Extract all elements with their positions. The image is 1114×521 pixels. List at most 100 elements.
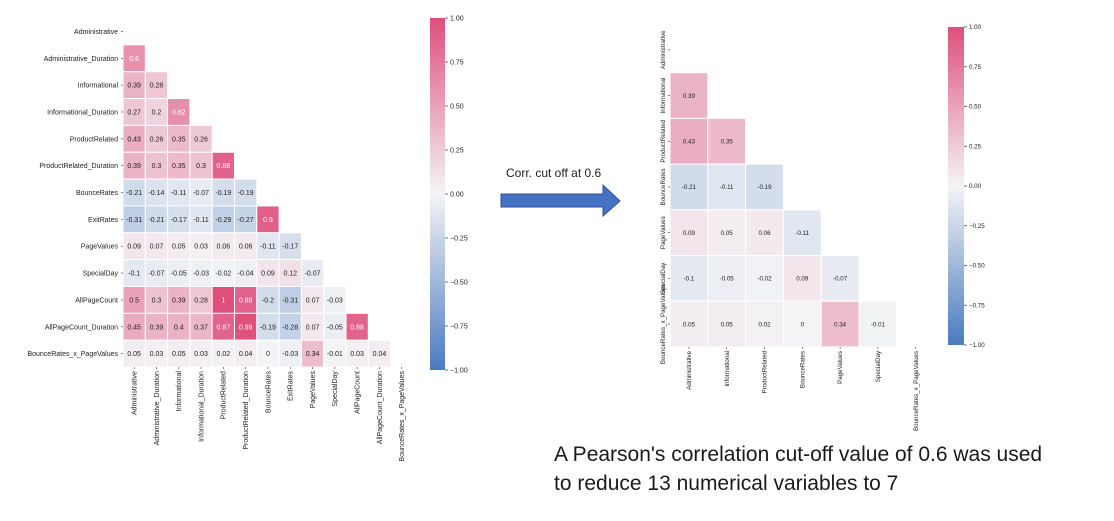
cell-value-label: 0.37 bbox=[194, 324, 208, 331]
column-tick-label: Administrative bbox=[131, 371, 138, 415]
heatmap-cell bbox=[669, 255, 709, 302]
heatmap-cell bbox=[745, 255, 784, 302]
cell-value-label: 0.12 bbox=[283, 271, 297, 278]
cell-value-label: -0.19 bbox=[238, 190, 254, 197]
cell-value-label: -0.02 bbox=[757, 276, 772, 283]
cell-value-label: 0.3 bbox=[152, 297, 162, 304]
cell-value-label: 0.06 bbox=[758, 230, 771, 237]
cell-value-label: 0.03 bbox=[194, 351, 208, 358]
column-tick-label: ExitRates bbox=[288, 371, 295, 401]
cell-value-label: 0.39 bbox=[172, 297, 186, 304]
cell-value-label: -0.21 bbox=[148, 217, 164, 224]
row-tick-label: SpecialDay bbox=[83, 271, 119, 278]
cell-value-label: 0.9 bbox=[263, 217, 273, 224]
column-tick-label: BounceRates_x_PageValues bbox=[399, 371, 406, 462]
column-tick-label: Informational bbox=[176, 371, 183, 412]
row-tick-label: ExitRates bbox=[88, 217, 118, 224]
cell-value-label: 0.05 bbox=[683, 321, 696, 328]
cell-value-label: 0.03 bbox=[350, 351, 364, 358]
heatmap-cell bbox=[820, 255, 860, 302]
cell-value-label: 0.35 bbox=[721, 138, 734, 145]
cell-value-label: -0.31 bbox=[126, 217, 142, 224]
cell-value-label: 0.07 bbox=[306, 324, 320, 331]
cell-value-label: 0.05 bbox=[721, 230, 734, 237]
cell-value-label: 0 bbox=[266, 351, 270, 358]
row-tick-label: AllPageCount_Duration bbox=[45, 324, 118, 331]
column-tick-label: Informational bbox=[724, 351, 731, 387]
arrow-label: Corr. cut off at 0.6 bbox=[506, 166, 602, 180]
cell-value-label: -0.07 bbox=[193, 190, 209, 197]
cell-value-label: 0.35 bbox=[172, 163, 186, 170]
cell-value-label: -0.07 bbox=[833, 276, 848, 283]
cell-value-label: 0.45 bbox=[127, 324, 141, 331]
cell-value-label: 0.3 bbox=[152, 163, 162, 170]
cell-value-label: 0.06 bbox=[217, 244, 231, 251]
cell-value-label: 0.09 bbox=[261, 271, 275, 278]
colorbar-tick-label: 0.00 bbox=[450, 192, 464, 199]
row-tick-label: Administrative bbox=[660, 30, 667, 69]
cell-value-label: 0.88 bbox=[350, 324, 364, 331]
cell-value-label: 0.28 bbox=[150, 83, 164, 90]
cell-value-label: -0.1 bbox=[684, 276, 695, 283]
heatmap-cell bbox=[669, 163, 709, 211]
cell-value-label: 0.26 bbox=[194, 136, 208, 143]
cell-value-label: -0.11 bbox=[795, 230, 809, 237]
cell-value-label: 1 bbox=[221, 297, 225, 304]
cell-value-label: -0.11 bbox=[260, 244, 276, 251]
row-tick-label: Administrative_Duration bbox=[44, 56, 118, 63]
cell-value-label: -0.07 bbox=[148, 271, 164, 278]
colorbar-tick-label: −1.00 bbox=[450, 368, 468, 375]
cell-value-label: 0.35 bbox=[172, 136, 186, 143]
cell-value-label: 0.09 bbox=[127, 244, 141, 251]
row-tick-label: SpecialDay bbox=[660, 262, 667, 294]
cell-value-label: 0.05 bbox=[721, 321, 734, 328]
column-tick-label: PageValues bbox=[837, 351, 844, 384]
cell-value-label: -0.05 bbox=[327, 324, 343, 331]
cell-value-label: -0.03 bbox=[282, 351, 298, 358]
cell-value-label: 0.39 bbox=[683, 93, 696, 100]
column-tick-label: SpecialDay bbox=[875, 350, 882, 382]
column-tick-label: Administrative bbox=[686, 350, 693, 389]
cell-value-label: -0.11 bbox=[720, 184, 734, 191]
cell-value-label: 0.87 bbox=[217, 324, 231, 331]
column-tick-label: BounceRates bbox=[265, 371, 272, 414]
cell-value-label: -0.01 bbox=[327, 351, 343, 358]
cell-value-label: 0.5 bbox=[129, 297, 139, 304]
cell-value-label: 0.07 bbox=[306, 297, 320, 304]
cell-value-label: -0.04 bbox=[238, 271, 254, 278]
cell-value-label: 0.39 bbox=[127, 163, 141, 170]
colorbar-tick-label: 1.00 bbox=[450, 16, 464, 23]
row-tick-label: Administrative bbox=[74, 29, 118, 36]
colorbar-tick-label: 0.50 bbox=[969, 104, 982, 111]
column-tick-label: AllPageCount_Duration bbox=[377, 371, 384, 444]
column-tick-label: ProductRelated bbox=[221, 371, 228, 419]
column-tick-label: BounceRates bbox=[799, 351, 806, 388]
cell-value-label: -0.27 bbox=[238, 217, 254, 224]
row-tick-label: Informational_Duration bbox=[47, 109, 118, 116]
cell-value-label: 0.05 bbox=[127, 351, 141, 358]
cell-value-label: -0.31 bbox=[282, 297, 298, 304]
cell-value-label: 0.05 bbox=[172, 351, 186, 358]
cell-value-label: 0.02 bbox=[758, 321, 771, 328]
colorbar bbox=[430, 18, 445, 370]
heatmap-cell bbox=[782, 255, 822, 302]
cell-value-label: -0.11 bbox=[171, 190, 187, 197]
column-tick-label: ProductRelated bbox=[762, 350, 769, 393]
cell-value-label: 0.88 bbox=[239, 297, 253, 304]
cell-value-label: -0.2 bbox=[262, 297, 274, 304]
caption-line-2: to reduce 13 numerical variables to 7 bbox=[554, 472, 899, 495]
cell-value-label: -0.21 bbox=[126, 190, 142, 197]
cell-value-label: 0.34 bbox=[306, 351, 320, 358]
cell-value-label: 0.28 bbox=[194, 297, 208, 304]
colorbar-tick-label: −0.50 bbox=[450, 280, 468, 287]
colorbar-tick-label: 0.25 bbox=[969, 143, 982, 150]
heatmap-cell bbox=[707, 209, 747, 257]
heatmap-cell bbox=[745, 163, 784, 211]
cell-value-label: 0.39 bbox=[127, 83, 141, 90]
colorbar-tick-label: −1.00 bbox=[969, 342, 985, 349]
right-arrow-icon bbox=[500, 183, 621, 218]
cell-value-label: 0.05 bbox=[172, 244, 186, 251]
cell-value-label: -0.19 bbox=[757, 184, 772, 191]
cell-value-label: -0.05 bbox=[171, 271, 187, 278]
colorbar-tick-label: −0.75 bbox=[969, 302, 985, 309]
